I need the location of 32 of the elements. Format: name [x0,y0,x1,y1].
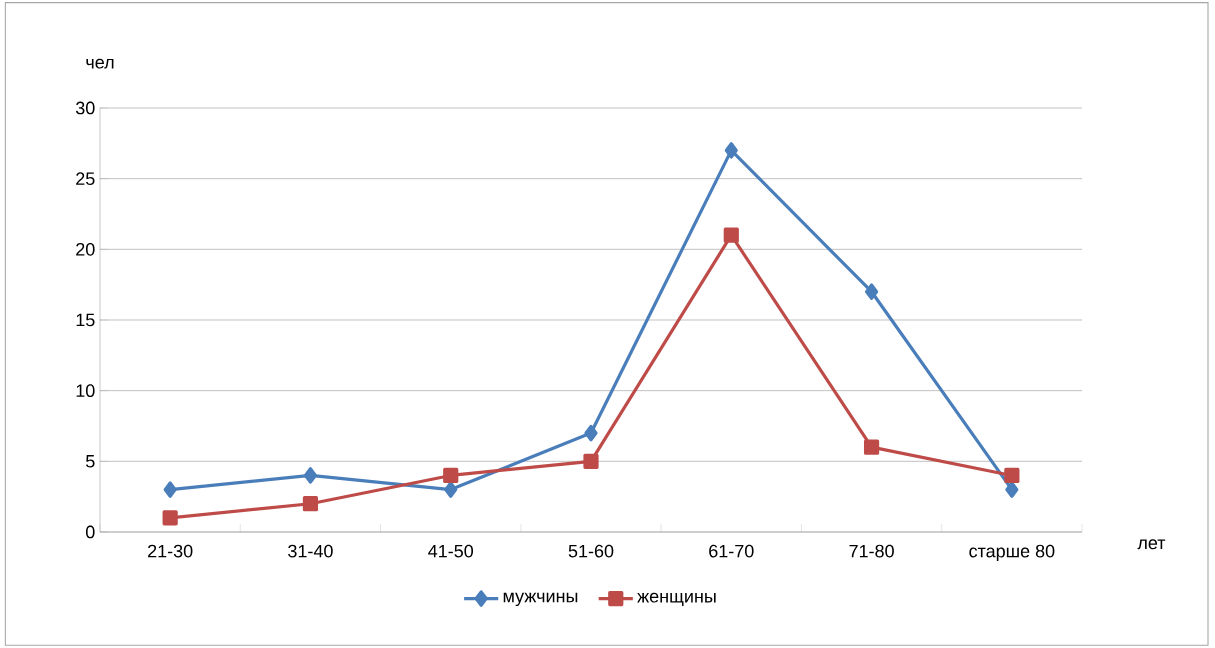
point [864,283,879,300]
point [724,142,738,159]
x-tick-label: 51-60 [568,544,614,558]
y-tick-label: 0 [85,525,95,539]
y-tick-label: 25 [76,172,95,186]
point [303,467,318,484]
y-tick-label: 20 [76,242,95,256]
point [723,227,739,243]
x-tick-label: 61-70 [709,544,754,558]
point [584,424,598,442]
point [163,481,177,498]
point [1004,467,1020,484]
y-tick-label: 5 [85,455,95,468]
point [162,510,178,526]
point [302,496,319,512]
y-axis-title: чел [86,58,114,69]
point [583,453,599,469]
x-tick-label: 31-40 [288,544,333,558]
x-tick-label: 21-30 [148,544,193,558]
legend-label: мужчины [503,592,578,607]
x-axis-title: лет [1137,539,1166,550]
point [863,439,880,455]
x-tick-label: старше 80 [969,544,1055,562]
y-tick-label: 10 [76,384,95,398]
legend-label: женщины [637,592,716,606]
point [444,481,458,498]
point [1005,481,1019,498]
x-tick-label: 41-50 [428,544,474,558]
x-tick-label: 71-80 [849,544,894,558]
y-tick-label: 30 [75,101,95,115]
point [443,467,459,484]
y-tick-label: 15 [76,313,95,327]
